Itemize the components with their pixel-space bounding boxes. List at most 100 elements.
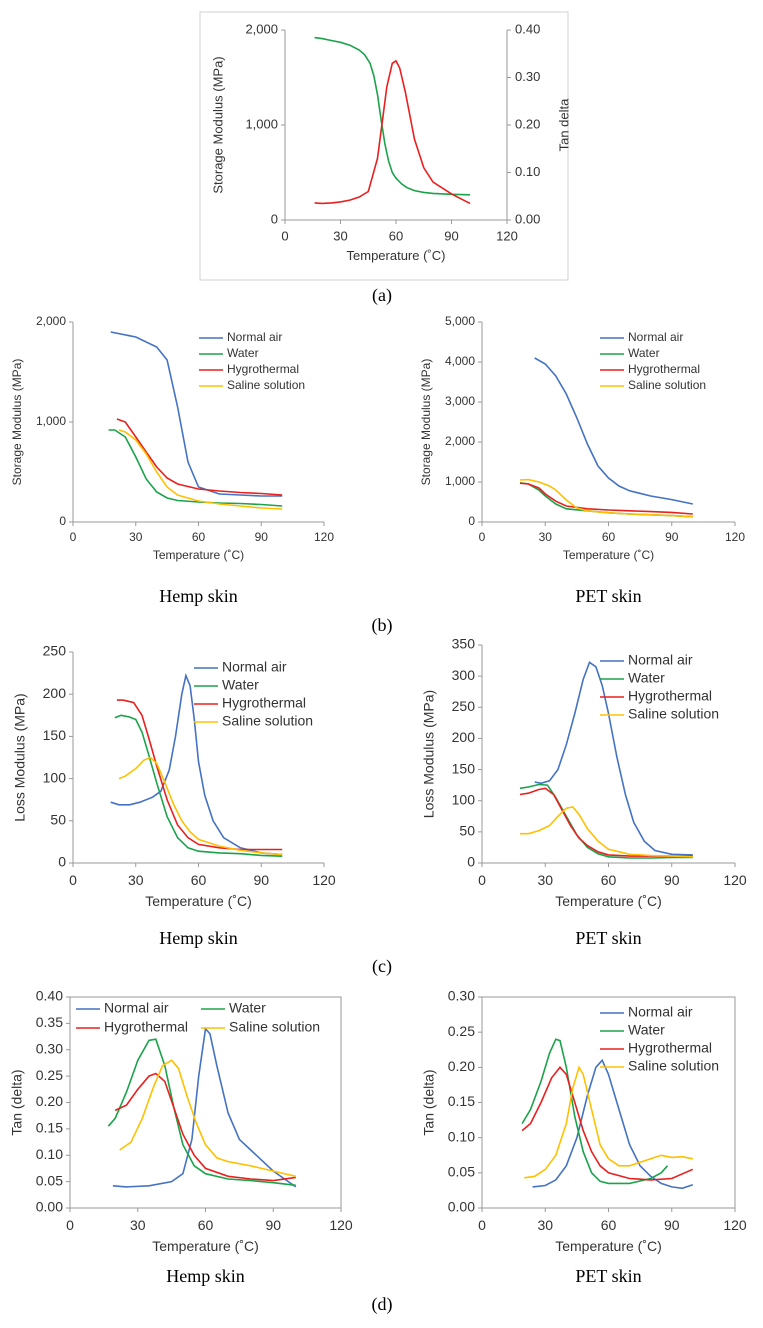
x-tick-label: 30 [537, 872, 553, 888]
legend-label: Hygrothermal [628, 688, 712, 704]
legend-label: Water [222, 677, 259, 693]
legend-label: Hygrothermal [104, 1019, 188, 1035]
y-tick-label: 0.30 [448, 988, 475, 1004]
y2-tick-label: 0.20 [515, 116, 540, 131]
x-tick-label: 0 [66, 1217, 74, 1233]
series-line [114, 714, 283, 857]
y-axis-title: Storage Modulus (MPa) [419, 359, 433, 486]
x-tick-label: 30 [539, 530, 553, 544]
y-tick-label: 0.15 [448, 1093, 475, 1109]
series-line [519, 478, 693, 518]
y-tick-label: 1,000 [445, 474, 475, 488]
x-tick-label: 90 [265, 1217, 281, 1233]
y-tick-label: 200 [43, 685, 67, 701]
x-axis-title: Temperature (˚C) [145, 893, 252, 909]
y-tick-label: 0 [58, 854, 66, 870]
x-tick-label: 120 [329, 1217, 353, 1233]
x-tick-label: 30 [129, 530, 143, 544]
legend-label: Water [628, 670, 665, 686]
y-tick-label: 0.40 [36, 988, 63, 1004]
plot-frame [481, 996, 736, 1209]
legend-label: Water [628, 1022, 665, 1038]
y-axis-title: Loss Modulus (MPa) [12, 693, 28, 821]
series-line [314, 36, 471, 196]
x-tick-label: 120 [723, 1217, 747, 1233]
y-tick-label: 1,000 [36, 414, 66, 428]
legend-label: Normal air [628, 1004, 693, 1020]
x-axis-title: Temperature (˚C) [153, 548, 244, 562]
series-line [118, 429, 283, 510]
y-tick-label: 200 [452, 729, 476, 745]
x-tick-label: 90 [664, 1217, 680, 1233]
x-tick-label: 90 [255, 530, 269, 544]
legend-label: Water [229, 1000, 266, 1016]
y-tick-label: 5,000 [445, 314, 475, 328]
series-line [314, 59, 471, 205]
series-line [521, 1038, 669, 1185]
x-tick-label: 30 [130, 1217, 146, 1233]
caption: PET skin [575, 1266, 641, 1286]
y-tick-label: 0.00 [448, 1199, 475, 1215]
series-line [110, 331, 283, 497]
x-tick-label: 120 [725, 530, 745, 544]
y-tick-label: 0.25 [448, 1023, 475, 1039]
x-tick-label: 0 [479, 530, 486, 544]
y-axis-title: Storage Modulus (MPa) [210, 56, 225, 193]
series-line [114, 1072, 296, 1182]
x-tick-label: 60 [601, 1217, 617, 1233]
y2-tick-label: 0.40 [515, 21, 540, 36]
y-tick-label: 0.20 [448, 1058, 475, 1074]
x-tick-label: 30 [537, 1217, 553, 1233]
legend-label: Hygrothermal [227, 362, 299, 376]
x-tick-label: 60 [198, 1217, 214, 1233]
panel-label: (c) [372, 956, 392, 977]
x-axis-title: Temperature (˚C) [347, 248, 446, 263]
series-line [108, 429, 283, 507]
x-tick-label: 30 [333, 228, 347, 243]
legend-label: Saline solution [222, 713, 313, 729]
y-tick-label: 2,000 [36, 314, 66, 328]
series-line [119, 1059, 296, 1178]
legend-label: Hygrothermal [628, 1040, 712, 1056]
series-line [118, 756, 283, 856]
y-tick-label: 0.15 [36, 1120, 63, 1136]
series-line [112, 1026, 297, 1188]
legend-label: Saline solution [628, 706, 719, 722]
y-tick-label: 150 [43, 727, 67, 743]
y-tick-label: 300 [452, 667, 476, 683]
x-axis-title: Temperature (˚C) [555, 1238, 662, 1254]
x-axis-title: Temperature (˚C) [152, 1238, 259, 1254]
series-line [520, 806, 693, 858]
y-tick-label: 0.20 [36, 1093, 63, 1109]
y2-axis-title: Tan delta [556, 98, 571, 152]
x-axis-title: Temperature (˚C) [555, 893, 662, 909]
legend-label: Normal air [628, 330, 683, 344]
y-tick-label: 250 [452, 698, 476, 714]
caption: Hemp skin [166, 1266, 245, 1286]
x-tick-label: 60 [601, 872, 617, 888]
y-tick-label: 2,000 [245, 21, 278, 36]
y-tick-label: 0 [467, 854, 475, 870]
caption: Hemp skin [159, 586, 238, 606]
legend-label: Saline solution [229, 1019, 320, 1035]
y-tick-label: 4,000 [445, 354, 475, 368]
y-tick-label: 50 [50, 812, 66, 828]
y-tick-label: 100 [452, 791, 476, 807]
y-tick-label: 0.05 [36, 1172, 63, 1188]
series-line [116, 418, 283, 496]
caption: Hemp skin [159, 928, 238, 948]
series-line [534, 661, 693, 856]
y-tick-label: 250 [43, 643, 67, 659]
caption: PET skin [575, 928, 641, 948]
x-tick-label: 60 [192, 530, 206, 544]
x-tick-label: 0 [478, 872, 486, 888]
y-axis-title: Tan (delta) [421, 1069, 437, 1135]
y-tick-label: 100 [43, 769, 67, 785]
legend-label: Normal air [104, 1000, 169, 1016]
x-tick-label: 120 [723, 872, 747, 888]
series-line [519, 787, 693, 857]
x-tick-label: 60 [389, 228, 403, 243]
legend-label: Saline solution [227, 378, 305, 392]
y-tick-label: 0.00 [36, 1199, 63, 1215]
